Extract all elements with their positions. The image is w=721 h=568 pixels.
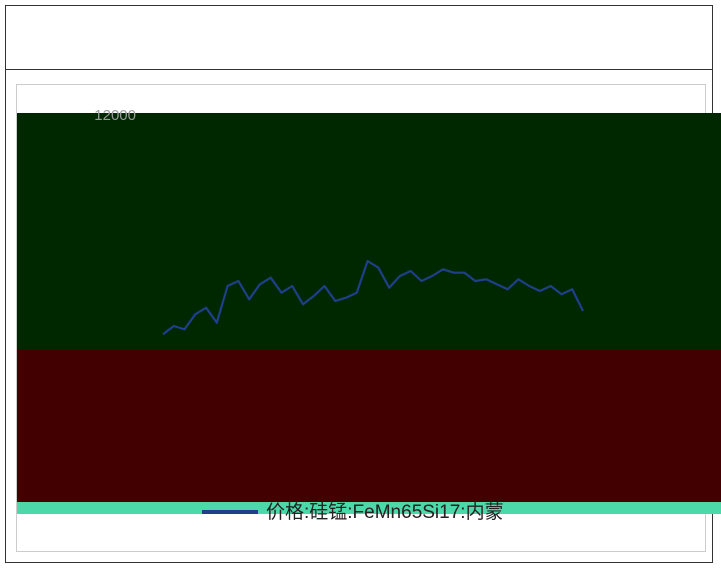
bottom-band: [17, 500, 721, 514]
plot-area: [17, 113, 721, 350]
legend-label-series-1: 价格:硅锰:FeMn65Si17:内蒙: [266, 501, 504, 523]
y-tick-label: 12000: [94, 107, 136, 124]
series-1: [162, 259, 584, 336]
lower-band: [17, 350, 721, 502]
top-bar: [6, 6, 712, 70]
legend: 价格:硅锰:FeMn65Si17:内蒙: [202, 501, 504, 523]
series-line: [162, 259, 584, 336]
